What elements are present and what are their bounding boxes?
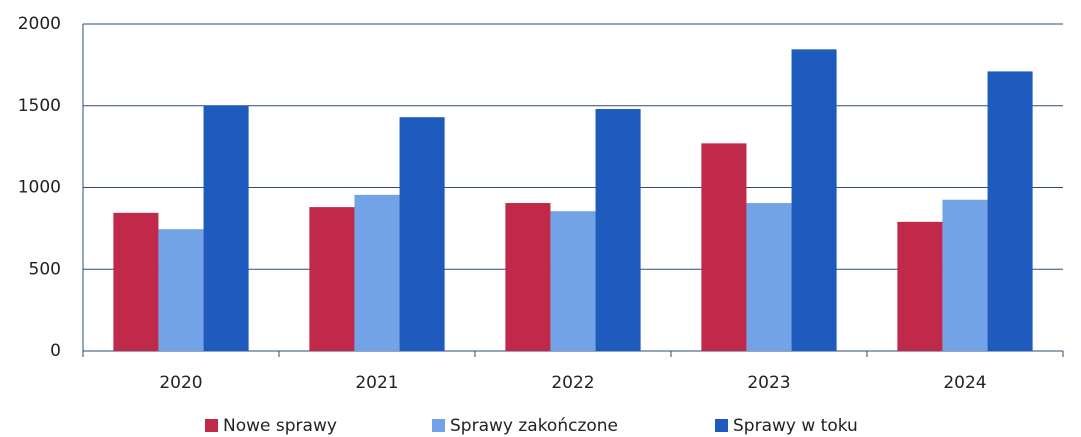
- x-tick-label: 2024: [943, 373, 986, 393]
- y-tick-label: 2000: [18, 14, 61, 34]
- bar: [746, 203, 792, 351]
- legend-swatch: [432, 419, 445, 432]
- legend-swatch: [715, 419, 728, 432]
- legend-swatch: [205, 419, 218, 432]
- bar: [203, 105, 249, 351]
- bar: [897, 221, 943, 351]
- bar: [505, 203, 551, 351]
- bar: [942, 199, 988, 351]
- legend-label: Nowe sprawy: [223, 416, 337, 436]
- bar: [399, 117, 445, 351]
- x-tick-label: 2023: [747, 373, 790, 393]
- x-tick-label: 2022: [551, 373, 594, 393]
- bar: [309, 207, 355, 351]
- bar: [158, 229, 204, 351]
- bar: [595, 109, 641, 352]
- x-tick-label: 2020: [159, 373, 202, 393]
- x-tick-label: 2021: [355, 373, 398, 393]
- legend-label: Sprawy zakończone: [450, 416, 618, 436]
- bar: [113, 212, 159, 351]
- bar: [701, 143, 747, 351]
- bar: [354, 194, 400, 351]
- y-tick-label: 1500: [18, 96, 61, 116]
- y-tick-label: 500: [29, 259, 61, 279]
- y-tick-label: 1000: [18, 178, 61, 198]
- legend-label: Sprawy w toku: [733, 416, 858, 436]
- bar: [550, 211, 596, 351]
- bar: [791, 49, 837, 351]
- y-tick-label: 0: [50, 341, 61, 361]
- bar: [987, 71, 1033, 351]
